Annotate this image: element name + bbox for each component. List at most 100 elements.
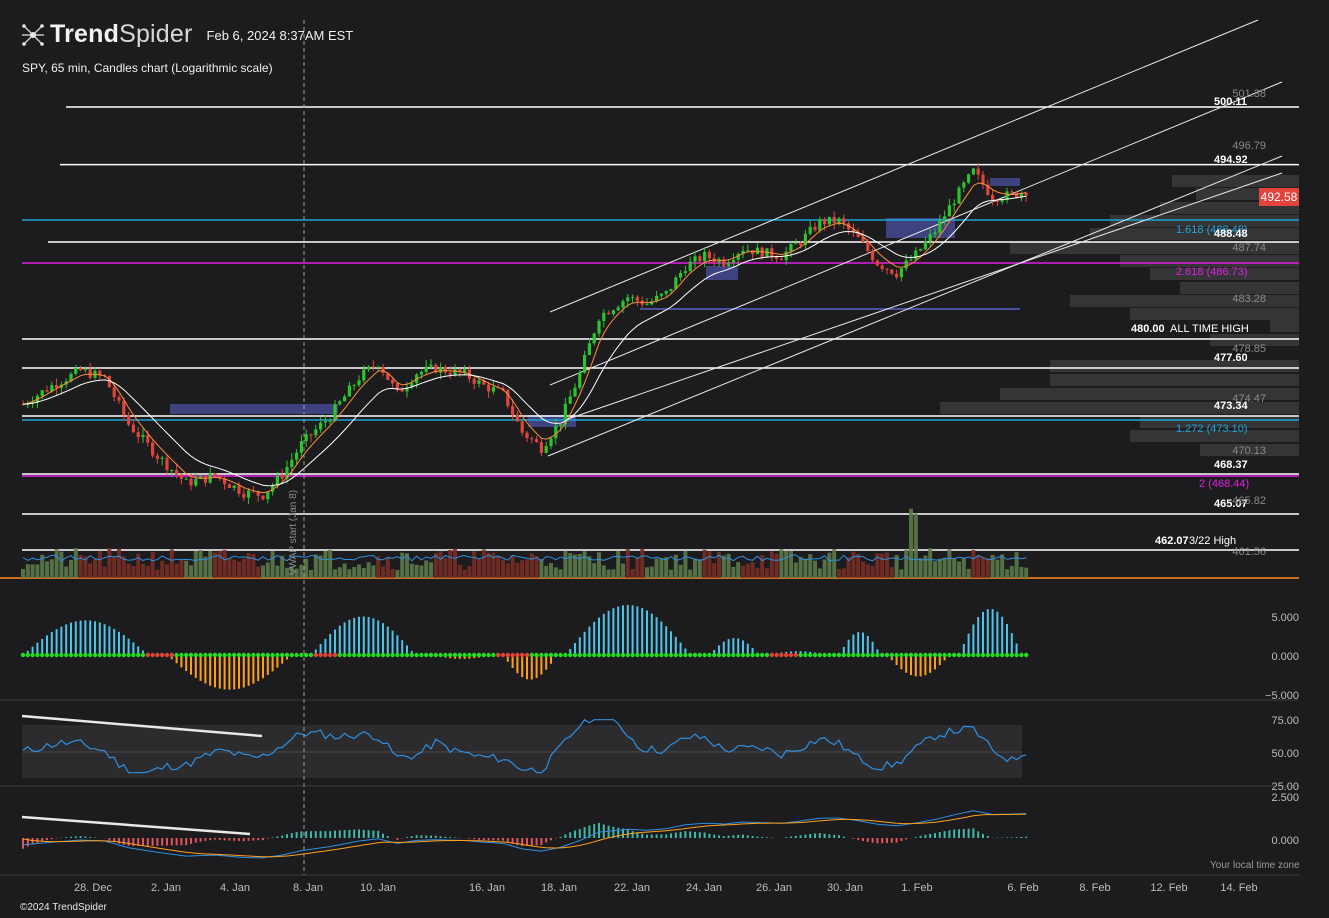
macd-histogram-bar <box>622 828 624 838</box>
candle-body <box>933 232 937 235</box>
oscillator-bar <box>358 616 360 655</box>
macd-histogram-bar <box>804 834 807 838</box>
oscillator-bar <box>103 624 106 655</box>
time-axis-label: 2. Jan <box>151 882 181 894</box>
volume-bar <box>328 549 333 578</box>
volume-bar <box>515 562 520 578</box>
volume-profile-bar <box>1070 295 1299 307</box>
macd-trendline <box>21 815 251 836</box>
candle-body <box>995 200 999 202</box>
macd-histogram-bar <box>924 834 927 838</box>
oscillator-bar <box>199 655 202 681</box>
squeeze-dot <box>126 652 131 658</box>
zone-box <box>706 266 738 280</box>
squeeze-dot <box>918 652 923 658</box>
volume-bar <box>117 548 121 578</box>
squeeze-dot <box>904 652 909 658</box>
volume-bar <box>165 564 169 578</box>
volume-bar <box>664 557 669 578</box>
candle-body <box>947 205 951 217</box>
squeeze-dot <box>212 652 218 658</box>
macd-histogram-bar <box>617 827 620 838</box>
candle-body <box>640 300 644 305</box>
oscillator-bar <box>967 633 970 655</box>
oscillator-bar <box>79 620 82 655</box>
squeeze-dot <box>222 652 227 658</box>
macd-histogram-bar <box>286 834 288 838</box>
squeeze-dot <box>836 652 842 658</box>
symbol-description[interactable]: SPY, 65 min, Candles chart (Logarithmic … <box>22 61 273 75</box>
oscillator-bar <box>281 655 284 664</box>
volume-bar <box>909 508 913 578</box>
macd-histogram-bar <box>958 829 960 838</box>
trend-channel[interactable] <box>547 19 1283 457</box>
macd-histogram-bar <box>722 836 725 838</box>
candle-body <box>362 369 366 381</box>
candle-body <box>904 260 908 269</box>
candle-body <box>424 366 428 372</box>
candle-body <box>803 233 807 246</box>
candle-body <box>535 439 539 443</box>
volume-bar <box>481 549 486 578</box>
volume-bar <box>952 558 957 578</box>
volume-profile-bar <box>1180 282 1299 294</box>
macd-histogram-bar <box>569 832 572 838</box>
macd-histogram-bar <box>79 836 82 838</box>
squeeze-dot <box>174 652 179 658</box>
candle-body <box>621 301 625 308</box>
candle-body <box>703 251 707 262</box>
candle-body <box>227 484 231 488</box>
oscillator-bar <box>842 646 845 655</box>
squeeze-dot <box>539 652 544 658</box>
macd-histogram-bar <box>790 836 792 838</box>
oscillator-bar <box>665 626 668 655</box>
macd-histogram-bar <box>487 838 490 841</box>
squeeze-dot <box>145 652 150 658</box>
macd-histogram-bar <box>473 838 476 840</box>
oscillator-bar <box>314 649 317 655</box>
oscillator-bar <box>194 655 197 678</box>
price-candles[interactable] <box>21 163 1028 505</box>
oscillator-bar <box>382 623 384 655</box>
squeeze-dot <box>385 652 390 658</box>
time-axis-label: 22. Jan <box>614 882 650 894</box>
time-axis-label: 8. Feb <box>1079 882 1110 894</box>
macd-histogram-bar <box>794 835 797 838</box>
volume-bar <box>630 569 635 578</box>
macd-histogram-bar <box>852 838 855 839</box>
squeeze-dot <box>443 652 448 658</box>
candle-body <box>909 259 913 261</box>
time-axis-label: 4. Jan <box>220 882 250 894</box>
candle-body <box>376 366 380 368</box>
volume-bar <box>414 564 419 578</box>
volume-bar <box>126 563 131 578</box>
squeeze-dot <box>251 652 256 658</box>
macd-histogram-bar <box>127 838 130 846</box>
macd-histogram-bar <box>281 835 284 838</box>
candle-body <box>477 380 481 384</box>
volume-bar <box>21 568 25 578</box>
macd-histogram-bar <box>190 838 192 844</box>
macd-histogram-bar <box>199 838 202 842</box>
horizontal-levels[interactable] <box>22 106 1299 551</box>
macd-histogram-bar <box>737 834 740 838</box>
squeeze-dot <box>428 652 434 658</box>
volume-bar <box>779 549 784 578</box>
candle-body <box>976 168 980 175</box>
squeeze-dot <box>544 652 549 658</box>
volume-bar <box>793 562 798 578</box>
macd-histogram-bar <box>175 838 178 846</box>
candle-body <box>871 251 875 261</box>
macd-histogram-bar <box>876 838 879 844</box>
volume-bar <box>246 553 251 578</box>
squeeze-dot <box>356 652 362 658</box>
oscillator-bar <box>233 655 236 690</box>
volume-bar <box>611 569 616 578</box>
macd-histogram-bar <box>588 825 591 838</box>
oscillator-bar <box>972 624 975 655</box>
candle-body <box>40 390 44 396</box>
macd-histogram-bar <box>31 838 34 845</box>
squeeze-dot <box>697 652 702 658</box>
squeeze-dot <box>745 652 750 658</box>
